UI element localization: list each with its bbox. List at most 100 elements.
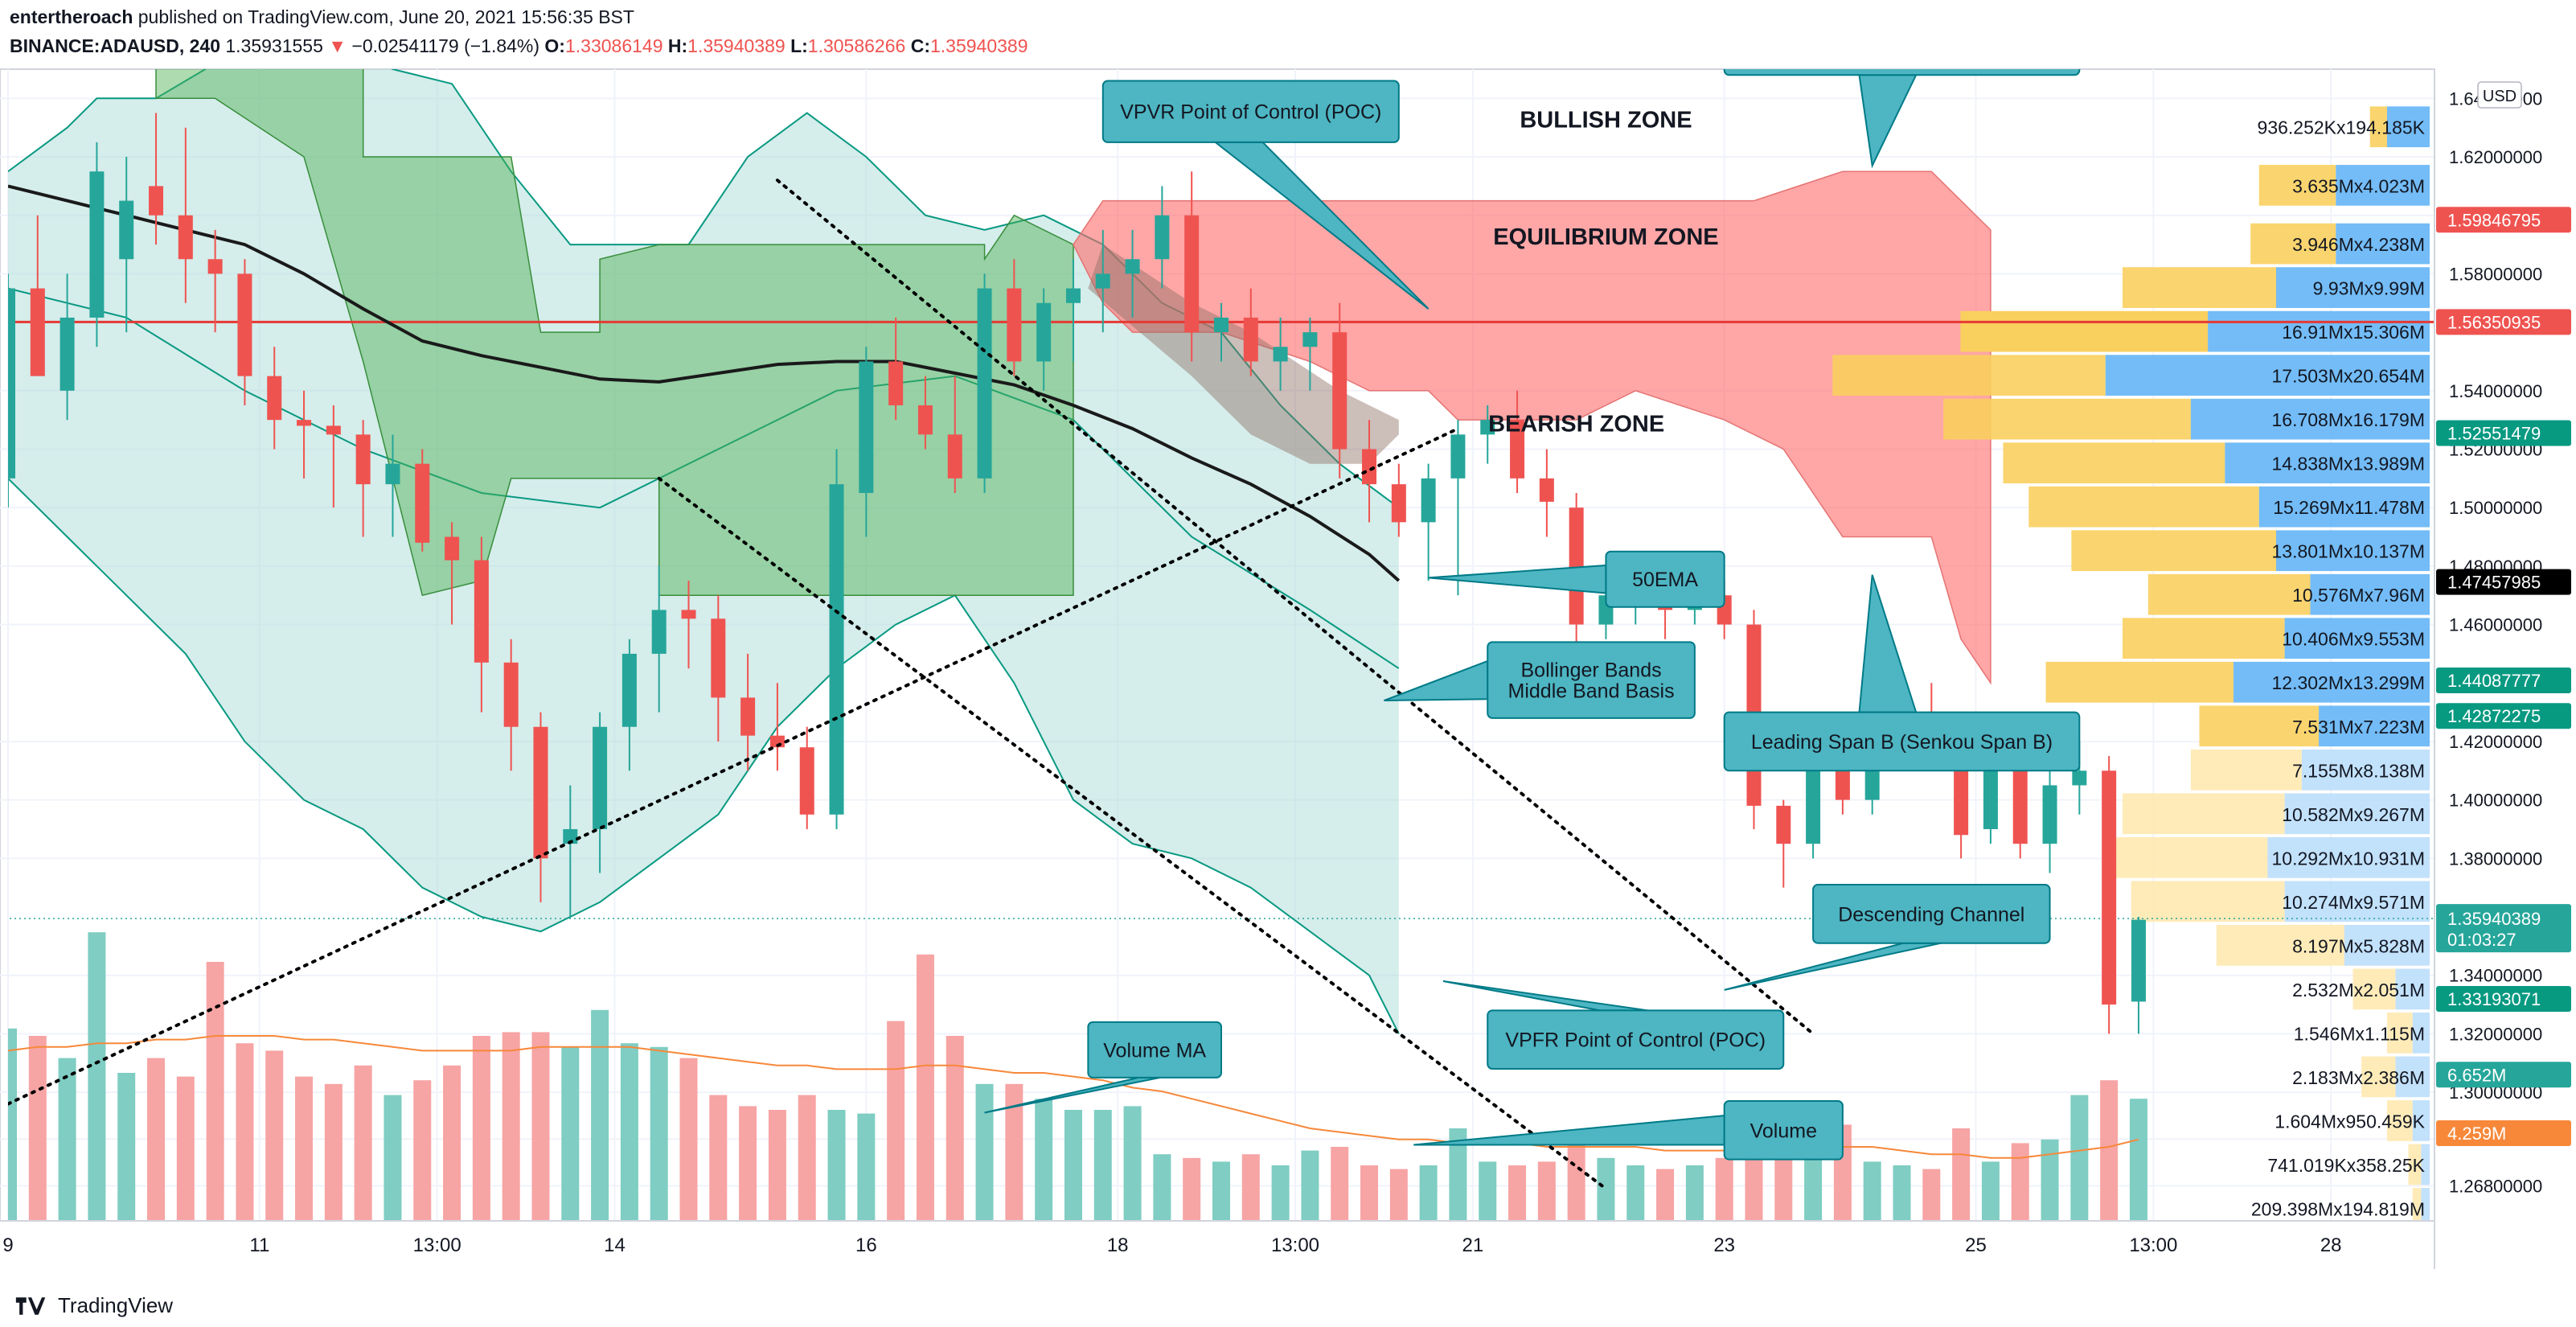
vpvr-label: 7.155Mx8.138M	[2292, 760, 2425, 781]
callout-box	[1487, 641, 1696, 719]
price-tag	[2436, 986, 2571, 1013]
candle-body	[119, 200, 134, 260]
candle-body	[415, 463, 430, 543]
vpvr-label: 10.582Mx9.267M	[2282, 804, 2425, 825]
volume-bar	[1567, 1136, 1585, 1221]
zone-label: BULLISH ZONE	[1520, 108, 1692, 134]
symbol-name[interactable]: BINANCE:ADAUSD, 240	[10, 35, 220, 56]
candle-body	[1480, 420, 1495, 435]
volume-bar	[1715, 1157, 1733, 1221]
time-tick-label: 21	[1462, 1235, 1483, 1256]
time-tick-label: 18	[1107, 1235, 1129, 1256]
price-tag	[2436, 703, 2571, 729]
vpvr-bar-down	[2386, 106, 2430, 148]
plot-layer: 936.252Kx194.185K 3.635Mx4.023M 3.946Mx4.2…	[8, 35, 2434, 1221]
time-tick-label: 16	[855, 1235, 877, 1256]
close-value: 1.35940389	[929, 35, 1028, 56]
vpvr-label: 10.576Mx7.96M	[2292, 585, 2425, 606]
ascending-support-trendline	[8, 427, 1460, 1106]
vpvr-bar-up	[2412, 1188, 2422, 1221]
vpvr-bar-up	[2250, 223, 2336, 265]
price-tag	[2436, 668, 2571, 694]
volume-bar	[58, 1058, 76, 1221]
vpvr-label: 10.292Mx10.931M	[2271, 848, 2425, 869]
vpvr-label: 3.635Mx4.023M	[2292, 175, 2425, 196]
volume-bar	[443, 1065, 461, 1221]
vpvr-bar-up	[2258, 165, 2336, 206]
candle-body	[59, 317, 75, 391]
vpvr-bar-down	[2395, 968, 2430, 1010]
price-chart[interactable]: 936.252Kx194.185K 3.635Mx4.023M 3.946Mx4.2…	[0, 0, 2576, 1287]
price-tag-label: 1.56350935	[2447, 312, 2541, 332]
price-tag	[2436, 1062, 2571, 1088]
vpvr-label: 7.531Mx7.223M	[2292, 717, 2425, 737]
candle-body	[1184, 215, 1200, 333]
volume-bar	[1064, 1110, 1082, 1221]
volume-bar	[827, 1110, 846, 1221]
price-tag-label: 1.42872275	[2447, 706, 2541, 726]
volume-bar	[2011, 1143, 2029, 1221]
candle-body	[2102, 770, 2117, 1005]
vpvr-bar-down	[2336, 223, 2430, 265]
volume-bar	[295, 1076, 314, 1221]
vpvr-bar-up	[2114, 836, 2268, 878]
candle-body	[621, 653, 637, 727]
vpvr-label: 12.302Mx13.299M	[2271, 672, 2425, 693]
candle-body	[829, 484, 844, 815]
vpvr-bar-up	[2352, 968, 2396, 1010]
candle-body	[385, 463, 400, 485]
volume-bar	[1893, 1165, 1911, 1221]
callout-text: VPFR Point of Control (POC)	[1505, 1029, 1766, 1052]
callout-text: Leading Span B (Senkou Span B)	[1751, 731, 2053, 754]
vpvr-bar-up	[2369, 106, 2387, 148]
vpvr-bar-up	[2123, 793, 2285, 835]
tradingview-logo[interactable]: TradingView	[10, 1293, 173, 1318]
candle-body	[593, 726, 608, 829]
volume-bar	[1241, 1154, 1260, 1221]
candle-body	[1983, 756, 1998, 829]
candle-body	[8, 288, 15, 479]
callout-text: Leading Span A (Senkou Span A)	[1753, 35, 2051, 58]
kumo-green-cloud	[155, 69, 1074, 597]
price-tick-label: 1.40000000	[2449, 791, 2542, 811]
volume-bar	[1123, 1106, 1142, 1221]
vpvr-bar-up	[2003, 442, 2225, 484]
vpvr-label: 10.274Mx9.571M	[2282, 892, 2425, 913]
price-tick-label: 1.50000000	[2449, 498, 2542, 518]
candle-body	[1036, 302, 1052, 362]
vpvr-bar-down	[2208, 310, 2430, 352]
down-arrow-icon: ▼	[328, 35, 347, 56]
time-tick-label: 25	[1965, 1235, 1987, 1256]
price-tick-label: 1.54000000	[2449, 381, 2542, 401]
volume-bar	[798, 1095, 816, 1221]
volume-bar	[1863, 1161, 1881, 1221]
volume-bar	[679, 1058, 698, 1221]
channel-lower-trendline	[657, 476, 1608, 1191]
vpvr-label: 741.019Kx358.25K	[2267, 1155, 2425, 1176]
volume-bar	[975, 1083, 994, 1221]
vpvr-label: 13.801Mx10.137M	[2271, 541, 2425, 562]
volume-bar	[561, 1046, 580, 1221]
zone-label: BEARISH ZONE	[1488, 412, 1664, 438]
author-name[interactable]: entertheroach	[10, 6, 133, 27]
close-label: C:	[910, 35, 930, 56]
volume-bar	[1597, 1157, 1615, 1221]
volume-bar	[28, 1036, 47, 1221]
volume-bar	[1093, 1110, 1112, 1221]
volume-bar	[176, 1076, 195, 1221]
vpvr-label: 17.503Mx20.654M	[2271, 366, 2425, 387]
volume-bar	[1685, 1165, 1704, 1221]
callout-box	[1087, 1021, 1222, 1078]
volume-bar	[1035, 1099, 1053, 1221]
vpvr-bar-up	[2147, 573, 2311, 615]
last-price: 1.35931555	[225, 35, 323, 56]
vpvr-bar-down	[2310, 573, 2430, 615]
volume-bar	[2041, 1139, 2059, 1221]
time-tick-label: 9	[2, 1235, 13, 1256]
callout-box	[1487, 1009, 1785, 1070]
candle-body	[267, 376, 282, 421]
candle-body	[297, 420, 312, 426]
last-price-label: 1.35940389	[2447, 909, 2541, 929]
candle-body	[1332, 332, 1347, 450]
candle-body	[1007, 288, 1022, 362]
